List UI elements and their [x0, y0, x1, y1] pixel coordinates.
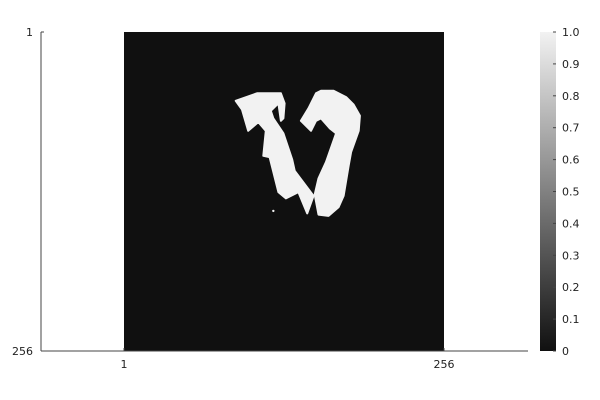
- colorbar-tick-label: 0.8: [562, 90, 580, 103]
- colorbar-tick-label: 0.3: [562, 249, 580, 262]
- colorbar-tick-label: 0.5: [562, 186, 580, 199]
- colorbar-tick-label: 0.2: [562, 281, 580, 294]
- colorbar-tick-label: 0: [562, 345, 569, 358]
- colorbar-tick-label: 0.6: [562, 154, 580, 167]
- colorbar-tick-label: 0.4: [562, 217, 580, 230]
- y-tick-label-256: 256: [12, 345, 33, 358]
- x-tick-label-256: 256: [434, 358, 455, 371]
- colorbar-tick-label: 1.0: [562, 26, 580, 39]
- x-tick-label-1: 1: [121, 358, 128, 371]
- colorbar-tick-label: 0.1: [562, 313, 580, 326]
- colorbar-tick-label: 0.7: [562, 122, 580, 135]
- colorbar-tick-label: 0.9: [562, 58, 580, 71]
- colorbar-ticks: 0 0.1 0.2 0.3 0.4 0.5 0.6 0.7 0.8 0.9 1.0: [553, 26, 580, 358]
- y-tick-label-1: 1: [26, 26, 33, 39]
- mask-speck-0: [272, 210, 274, 212]
